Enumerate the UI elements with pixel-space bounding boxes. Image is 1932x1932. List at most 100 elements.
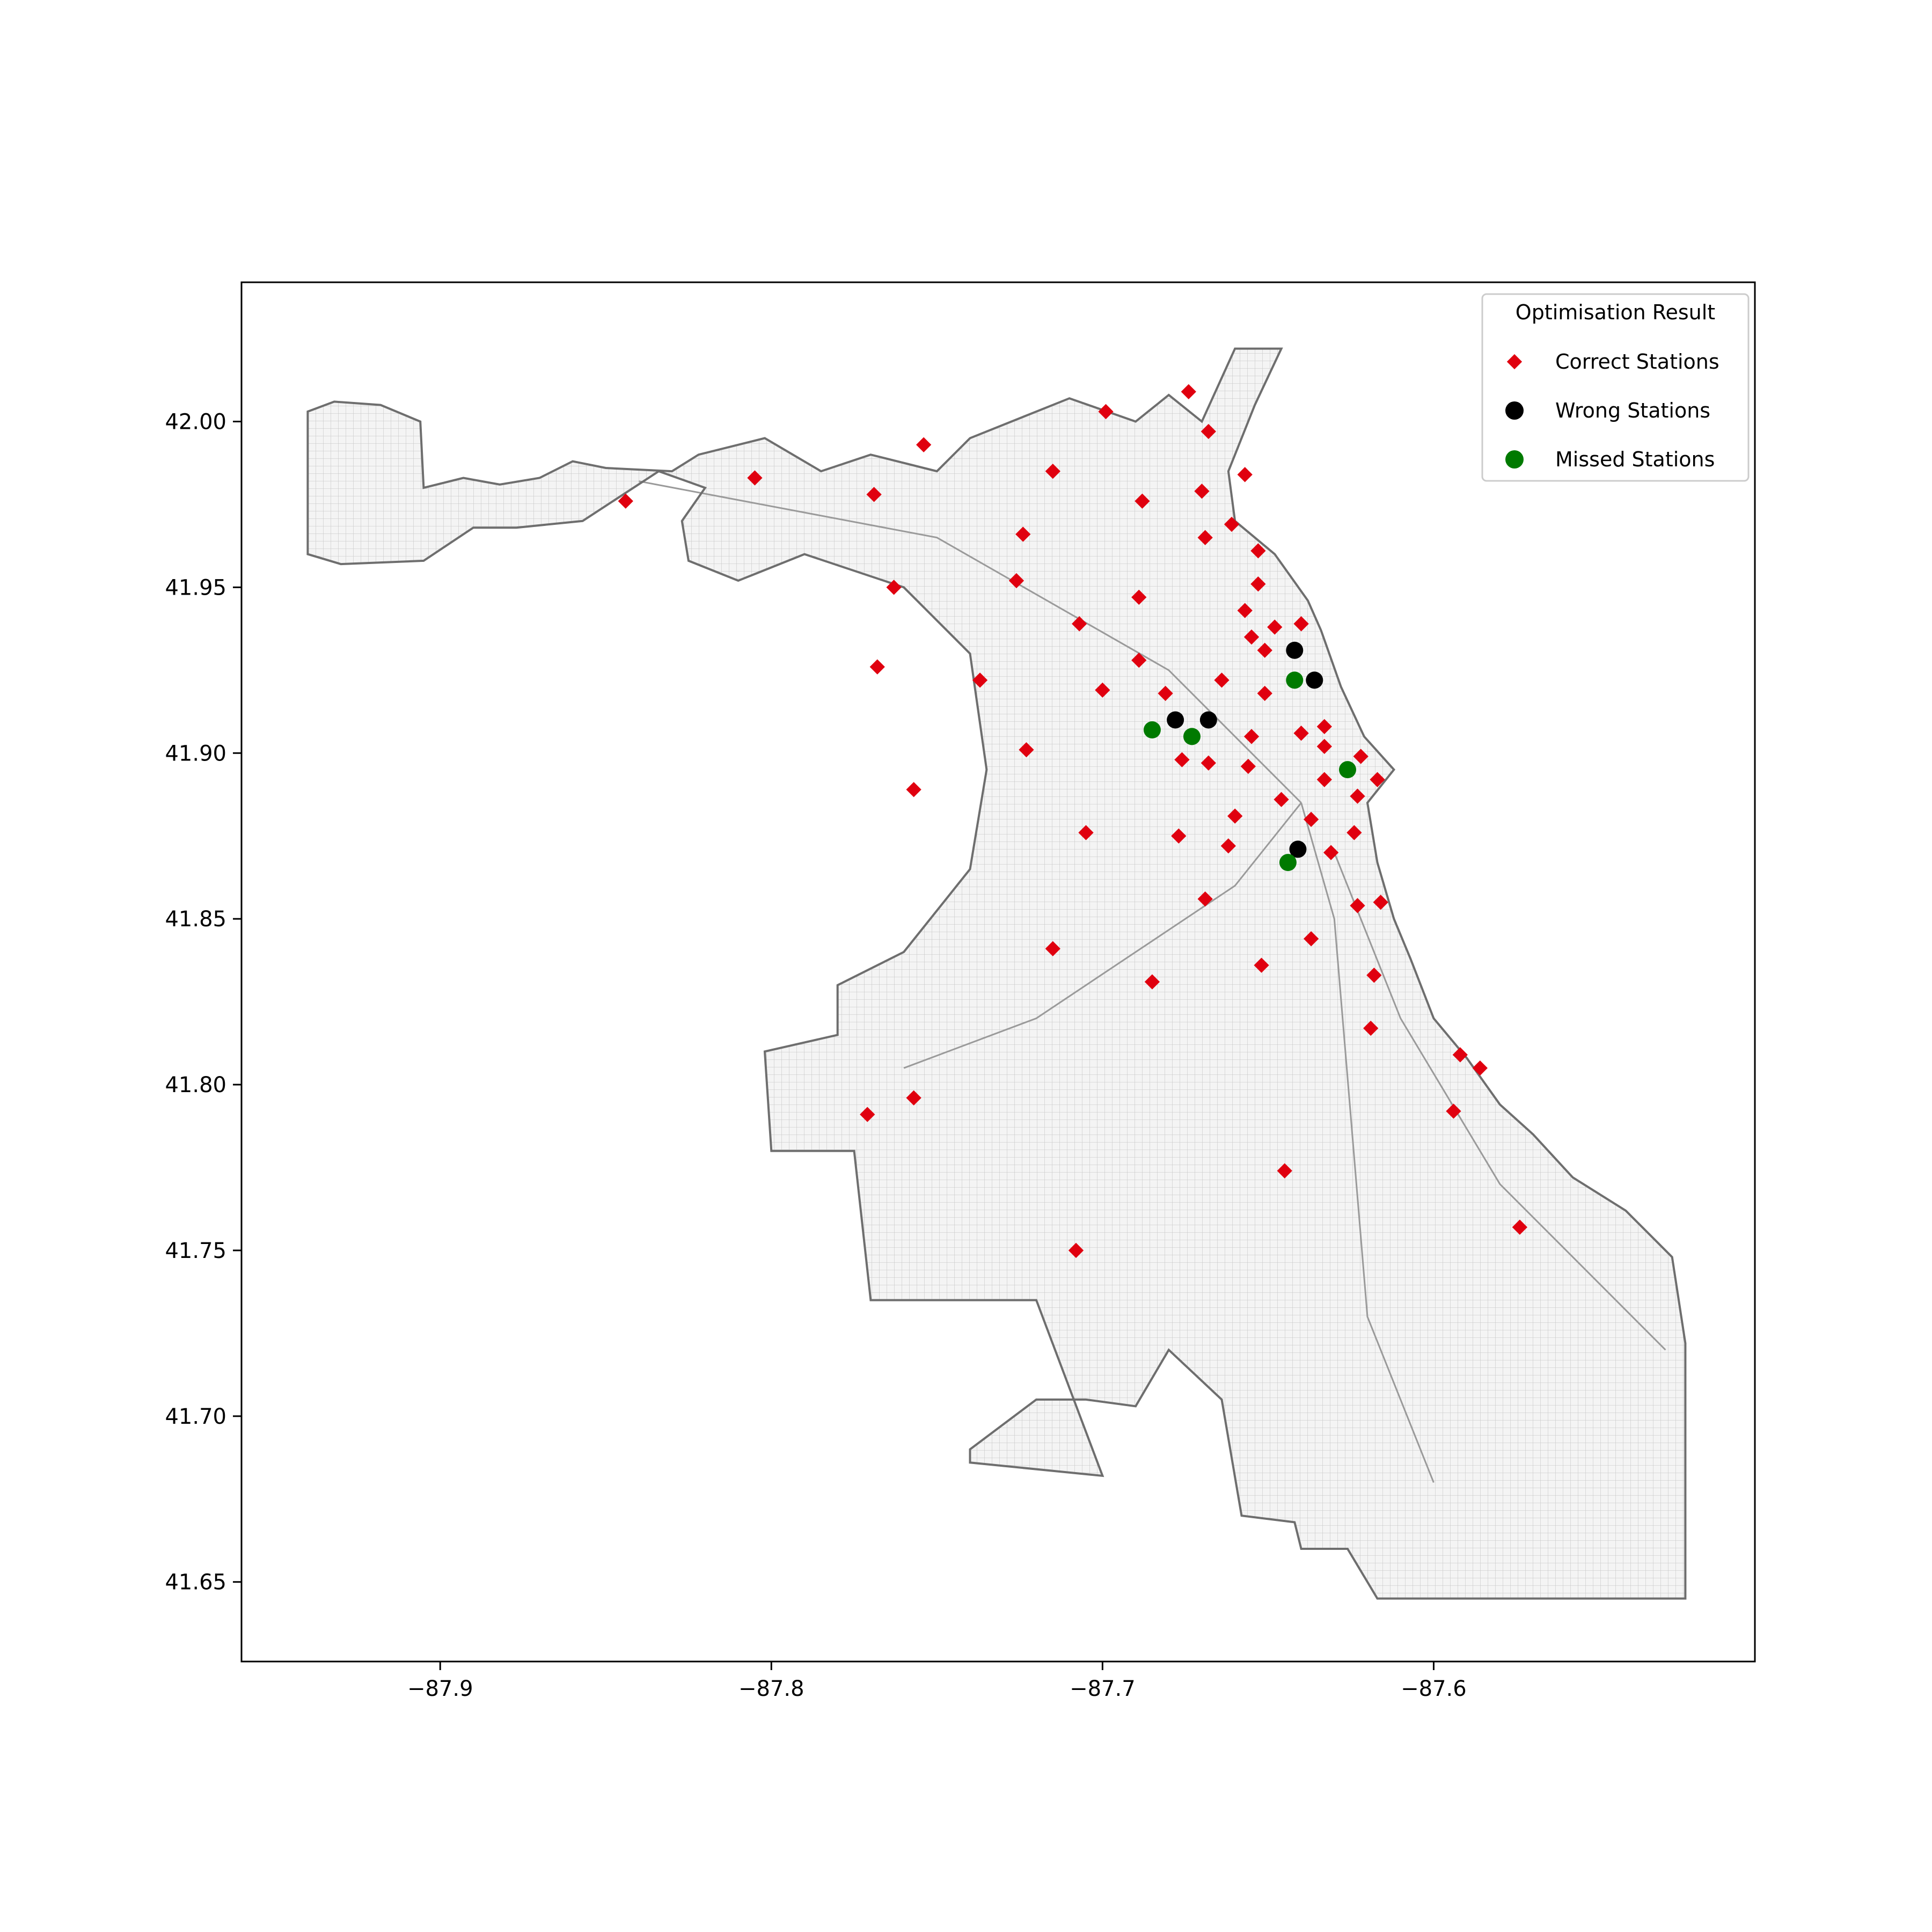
correct-stations-marker	[1350, 898, 1365, 913]
highways	[639, 480, 1666, 1483]
correct-stations-marker	[1158, 685, 1173, 701]
correct-stations-marker	[1293, 616, 1309, 632]
correct-stations-marker	[1353, 749, 1368, 764]
highway-line	[1333, 852, 1666, 1351]
correct-stations-marker	[1303, 811, 1319, 827]
correct-stations-marker	[1015, 526, 1031, 542]
city-boundary	[306, 347, 1687, 1600]
y-tick-label: 41.95	[165, 575, 226, 600]
correct-stations-marker	[618, 493, 633, 509]
correct-stations-marker	[1452, 1047, 1468, 1063]
legend-title: Optimisation Result	[1516, 301, 1715, 324]
correct-stations-marker	[1373, 895, 1388, 910]
correct-stations-marker	[860, 1107, 875, 1122]
y-tick-label: 41.65	[165, 1570, 226, 1595]
y-tick-label: 41.90	[165, 741, 226, 766]
correct-stations-marker	[1277, 1163, 1292, 1179]
correct-stations-marker	[1131, 589, 1147, 605]
wrong-stations-marker	[1306, 671, 1323, 689]
correct-stations-marker	[1078, 825, 1094, 840]
legend-correct-label: Correct Stations	[1555, 350, 1719, 374]
correct-stations-marker	[1257, 642, 1272, 658]
correct-stations-marker	[1363, 1020, 1379, 1036]
correct-stations-marker	[1267, 619, 1283, 635]
correct-stations-marker	[1072, 616, 1087, 632]
correct-stations-marker	[1098, 404, 1114, 420]
correct-stations-marker	[866, 487, 882, 502]
missed-stations-marker	[1339, 761, 1357, 779]
correct-stations-marker	[1243, 729, 1260, 744]
correct-stations-marker	[1250, 543, 1266, 559]
correct-stations-marker	[1274, 792, 1289, 807]
legend-wrong-marker	[1505, 401, 1524, 420]
y-axis: 41.65 41.70 41.75 41.80 41.85 41.90 41.95 42.00	[165, 409, 241, 1595]
legend-box	[1481, 293, 1750, 482]
correct-stations-marker	[1370, 772, 1385, 787]
correct-stations-marker	[972, 672, 988, 688]
correct-stations-marker	[1512, 1219, 1528, 1235]
correct-stations-marker	[1008, 573, 1024, 589]
correct-stations-marker	[1171, 828, 1187, 844]
correct-stations-marker	[747, 470, 763, 486]
correct-stations-marker	[1220, 838, 1236, 854]
correct-stations-marker	[1316, 719, 1332, 734]
correct-stations-marker	[1350, 788, 1365, 804]
correct-stations-marker	[1197, 530, 1213, 545]
missed-stations-marker	[1183, 728, 1201, 745]
correct-stations-marker	[1346, 825, 1362, 840]
correct-stations-marker	[1194, 484, 1210, 499]
correct-stations-marker	[1045, 941, 1060, 956]
correct-stations-marker	[1316, 772, 1332, 787]
y-tick-label: 41.80	[165, 1073, 226, 1097]
correct-stations-marker	[869, 659, 885, 675]
correct-stations-marker	[1446, 1103, 1461, 1119]
missed-stations-marker	[1143, 721, 1161, 739]
y-tick-label: 41.70	[165, 1404, 226, 1429]
wrong-stations-marker	[1289, 840, 1307, 858]
correct-stations-marker	[1214, 672, 1230, 688]
plot-frame	[240, 281, 1756, 1663]
wrong-stations-marker	[1199, 711, 1217, 729]
correct-stations-marker	[906, 1090, 921, 1106]
correct-stations-marker	[1224, 516, 1240, 532]
correct-stations-marker	[1181, 384, 1196, 400]
correct-stations-marker	[1068, 1242, 1084, 1258]
x-axis: −87.9 −87.8 −87.7 −87.6	[407, 1662, 1467, 1701]
legend: Optimisation Result Correct Stations Wro…	[1481, 293, 1750, 482]
y-tick-label: 41.75	[165, 1239, 226, 1263]
x-tick-label: −87.7	[1070, 1677, 1136, 1701]
legend-correct-marker	[1506, 354, 1523, 370]
missed-stations-marker	[1286, 671, 1304, 689]
legend-missed-marker	[1505, 450, 1524, 469]
correct-stations-marker	[1323, 845, 1339, 860]
legend-wrong-label: Wrong Stations	[1555, 399, 1710, 422]
correct-stations-marker	[1131, 653, 1147, 668]
correct-stations-marker	[1197, 891, 1213, 907]
x-tick-label: −87.8	[738, 1677, 804, 1701]
highway-line	[903, 802, 1302, 1069]
correct-stations-marker	[1237, 603, 1253, 618]
correct-stations-marker	[1144, 974, 1160, 990]
correct-stations-marker	[1303, 931, 1319, 947]
street-network	[308, 348, 1686, 1599]
correct-stations-marker	[916, 437, 932, 452]
correct-stations-marker	[1227, 808, 1243, 824]
highway-line	[1300, 802, 1435, 1483]
highway-line	[639, 480, 1302, 803]
correct-stations-marker	[1045, 463, 1060, 479]
correct-stations-marker	[1135, 493, 1150, 509]
correct-stations-marker	[1095, 682, 1110, 698]
correct-stations-marker	[1250, 576, 1266, 592]
x-tick-label: −87.6	[1401, 1677, 1467, 1701]
correct-stations-marker	[1201, 755, 1216, 771]
legend-missed-label: Missed Stations	[1555, 448, 1715, 471]
y-tick-label: 41.85	[165, 907, 226, 932]
correct-stations-marker	[1472, 1060, 1488, 1076]
correct-stations-marker	[1293, 726, 1309, 741]
correct-stations-marker	[906, 782, 921, 797]
plot-area	[306, 347, 1687, 1600]
correct-stations-marker	[1366, 968, 1382, 983]
correct-stations-marker	[1237, 467, 1253, 482]
missed-stations-marker	[1279, 854, 1297, 872]
